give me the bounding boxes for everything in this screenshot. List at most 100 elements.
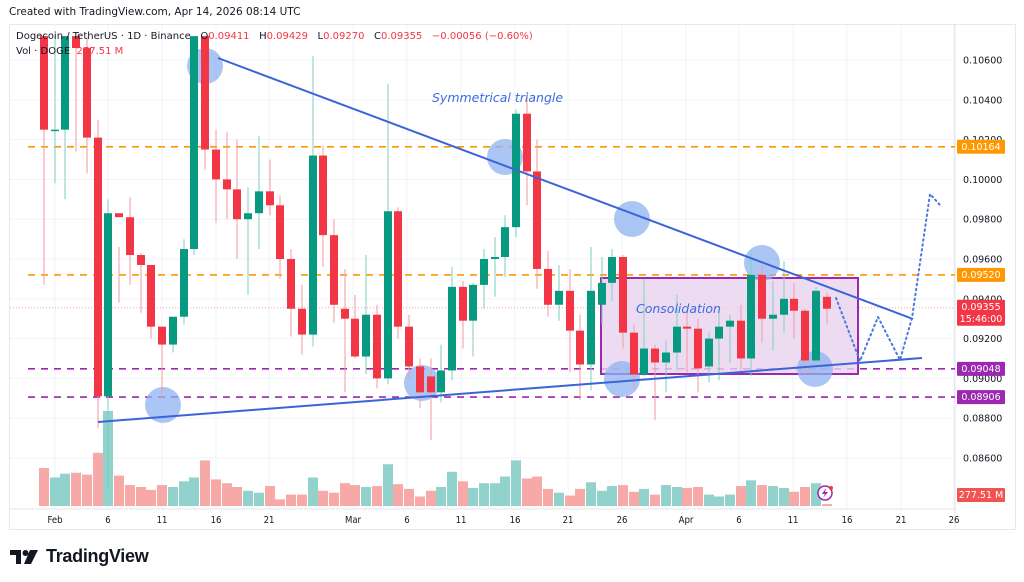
volume-bar [736,486,746,506]
candle-body [147,264,155,327]
chart-legend: Dogecoin / TetherUS · 1D · Binance O0.09… [16,31,533,42]
candle-body [555,290,563,305]
candle-body [405,326,413,367]
triangle-trendlines[interactable] [97,57,923,423]
volume-bar [490,483,500,506]
candle-body [255,191,263,214]
volume-bar [822,504,832,506]
volume-bar [265,486,275,506]
candle-body [287,259,295,309]
level-price-tag-text: 0.09520 [961,270,1000,281]
candle-body [448,286,456,371]
candle-body [662,352,670,363]
candle-body [619,257,627,333]
candle-body [137,255,145,265]
volume-bar [404,488,414,506]
candle-body [158,326,166,345]
candle-body [351,318,359,357]
volume-bar [308,477,318,506]
volume-bar [243,490,253,506]
candle-body [758,274,766,319]
candle-body [544,268,552,305]
volume-bar [575,488,585,506]
time-tick-label: 26 [949,515,960,526]
volume-bar [350,485,360,506]
price-tick-label: 0.08800 [963,414,1002,425]
volume-bar [789,491,799,506]
volume-bar [725,494,735,506]
last-price-tag-text: 0.09355 [961,302,1000,313]
candle-body [469,284,477,321]
projection-dotted-line [835,191,941,364]
time-tick-label: Mar [345,515,362,526]
volume-bar [318,490,328,506]
volume-bar [661,485,671,506]
volume-bar [71,472,81,506]
level-price-tag-text: 0.09048 [961,364,1000,375]
symbol-title[interactable]: Dogecoin / TetherUS · 1D · Binance [16,31,191,42]
volume-bar [436,487,446,506]
volume-bar [565,495,575,506]
chart-frame[interactable] [9,24,1016,530]
level-price-tag [957,139,1005,154]
candle-body [330,235,338,305]
time-tick-label: 6 [404,515,409,526]
candle-body [83,48,91,138]
volume-bar [597,490,607,506]
volume-bar [479,483,489,506]
price-tick-label: 0.10600 [963,56,1002,67]
candle-body [651,348,659,363]
level-price-tag [957,361,1005,376]
tradingview-logo[interactable]: TradingView [10,546,149,567]
lightning-alert-icon[interactable] [817,485,833,501]
candle-body [566,290,574,331]
chart-annotations[interactable]: Symmetrical triangle Consolidation [432,90,721,316]
volume-bar [232,487,242,506]
low-value: 0.09270 [323,31,365,42]
candle-body [587,290,595,365]
candle-body [812,290,820,361]
time-tick-label: 16 [211,515,222,526]
high-label: H [259,31,267,42]
candle-body [576,330,584,365]
price-tick-label: 0.09200 [963,334,1002,345]
candle-body [598,282,606,305]
volume-label[interactable]: Vol · DOGE [16,46,71,57]
volume-bar [361,487,371,506]
candle-body [201,36,209,150]
volume-bar [693,487,703,506]
candle-body [341,308,349,319]
volume-bar [468,487,478,506]
volume-bar [60,473,70,506]
volume-bar [136,487,146,506]
candle-body [40,36,48,130]
volume-bar [275,499,285,506]
time-axis[interactable]: Feb 6 11 16 21 Mar 6 11 16 21 26 Apr 6 11 16 21 26 [47,515,959,526]
candle-body [115,213,123,218]
candle-body [683,326,691,329]
annotation-text: Consolidation [636,301,721,316]
time-tick-label: 11 [157,515,168,526]
volume-bar [415,496,425,506]
price-tick-label: 0.09800 [963,215,1002,226]
candle-body [790,298,798,311]
volume-value: 277.51 M [76,46,124,57]
candle-body [491,257,499,259]
volume-bar [811,483,821,506]
volume-bar [297,494,307,506]
candle-body [61,36,69,130]
volume-bar [168,487,178,506]
volume-bar [211,479,221,506]
candle-body [801,310,809,361]
level-price-tag [957,390,1005,405]
candle-body [126,217,134,256]
volume-legend: Vol · DOGE 277.51 M [16,46,123,57]
projection-path[interactable] [835,191,941,364]
time-tick-label: 11 [456,515,467,526]
level-price-tag-text: 0.08906 [961,392,1000,403]
candle-body [427,376,435,393]
time-tick-label: 11 [788,515,799,526]
time-tick-label: Feb [47,515,62,526]
candle-body [104,213,112,397]
